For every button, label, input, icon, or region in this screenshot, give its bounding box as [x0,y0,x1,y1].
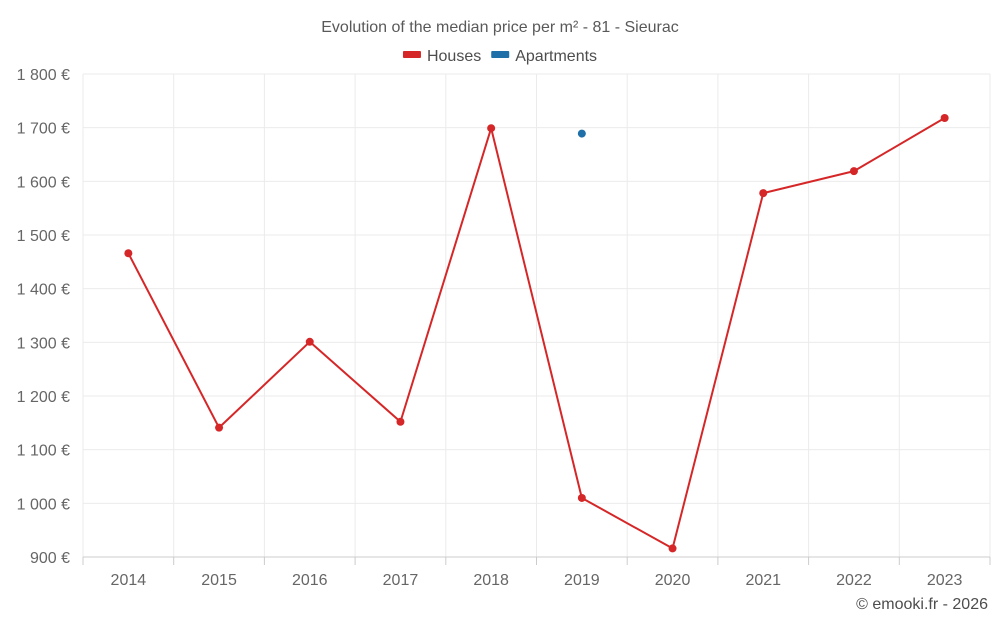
x-tick-label: 2016 [292,572,328,589]
houses-point[interactable] [577,493,586,502]
y-tick-label: 1 700 € [17,121,70,138]
y-tick-label: 1 000 € [17,496,70,513]
x-tick-label: 2021 [745,572,781,589]
legend: Houses Apartments [402,48,597,65]
x-tick-label: 2017 [383,572,419,589]
y-tick-label: 1 300 € [17,335,70,352]
x-tick-label: 2019 [564,572,600,589]
y-tick-label: 1 500 € [17,228,70,245]
houses-point[interactable] [759,189,768,198]
x-tick-label: 2014 [111,572,147,589]
x-tick-label: 2018 [473,572,509,589]
legend-item-apartments[interactable]: Apartments [491,48,597,65]
legend-item-houses[interactable]: Houses [402,48,481,65]
y-tick-label: 1 200 € [17,389,70,406]
x-tick-label: 2023 [927,572,963,589]
houses-point[interactable] [668,544,677,553]
y-tick-label: 1 800 € [17,67,70,84]
x-tick-label: 2015 [201,572,237,589]
houses-series-line [127,117,946,550]
grid [82,73,991,557]
y-tick-label: 1 400 € [17,282,70,299]
houses-point[interactable] [215,423,224,432]
y-tick-label: 1 100 € [17,443,70,460]
chart-title: Evolution of the median price per m² - 8… [321,19,679,36]
houses-point[interactable] [305,337,314,346]
legend-swatch [491,51,510,58]
apartments-point[interactable] [577,129,586,138]
y-tick-label: 900 € [30,550,70,567]
y-tick-label: 1 600 € [17,174,70,191]
houses-point[interactable] [487,124,496,133]
x-tick-label: 2022 [836,572,872,589]
legend-label: Houses [427,48,481,65]
series [124,114,949,553]
houses-point[interactable] [849,167,858,176]
houses-point[interactable] [396,417,405,426]
legend-label: Apartments [515,48,597,65]
houses-point[interactable] [940,114,949,123]
axes: 900 € 1 000 € 1 100 € 1 200 € 1 300 € 1 400 €… [17,67,991,589]
x-tick-label: 2020 [655,572,691,589]
legend-swatch [402,51,421,58]
credit-text: © emooki.fr - 2026 [856,596,988,613]
houses-point[interactable] [124,249,133,258]
